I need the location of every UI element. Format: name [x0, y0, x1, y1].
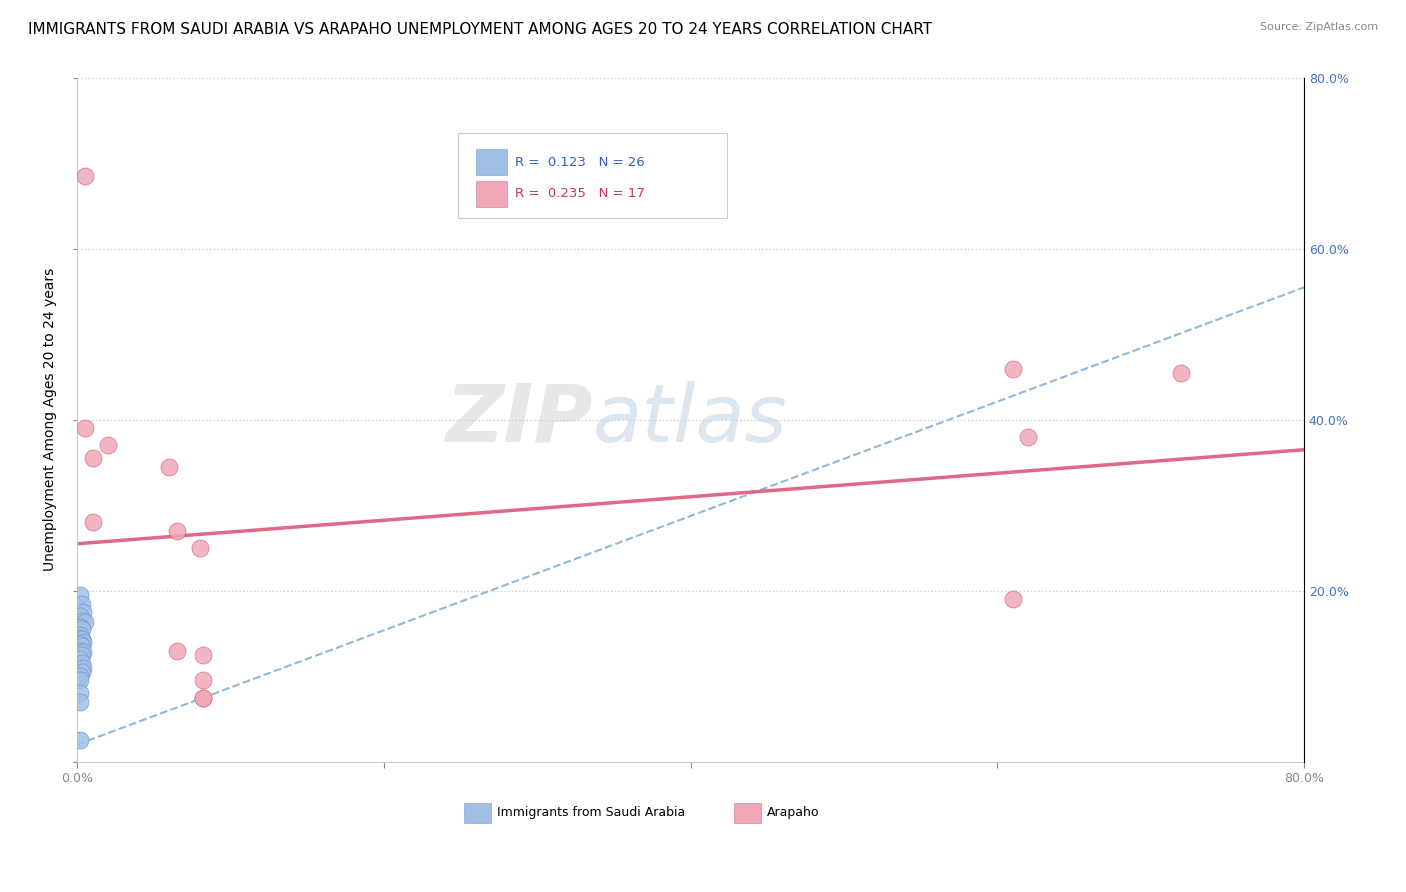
FancyBboxPatch shape	[477, 149, 506, 175]
Point	[69, 588, 91, 602]
Point	[191, 648, 214, 662]
Point	[69, 686, 91, 700]
Text: R =  0.123   N = 26: R = 0.123 N = 26	[515, 155, 645, 169]
Point	[69, 620, 91, 634]
Point	[166, 524, 188, 538]
Point	[1001, 592, 1024, 607]
Point	[191, 690, 214, 705]
FancyBboxPatch shape	[464, 803, 491, 823]
Point	[1170, 366, 1192, 380]
Point	[1017, 430, 1039, 444]
Point	[69, 637, 91, 651]
Y-axis label: Unemployment Among Ages 20 to 24 years: Unemployment Among Ages 20 to 24 years	[44, 268, 58, 572]
Point	[191, 690, 214, 705]
Point	[72, 645, 94, 659]
Text: IMMIGRANTS FROM SAUDI ARABIA VS ARAPAHO UNEMPLOYMENT AMONG AGES 20 TO 24 YEARS C: IMMIGRANTS FROM SAUDI ARABIA VS ARAPAHO …	[28, 22, 932, 37]
Text: Immigrants from Saudi Arabia: Immigrants from Saudi Arabia	[496, 806, 685, 820]
Point	[70, 632, 93, 647]
Text: Source: ZipAtlas.com: Source: ZipAtlas.com	[1260, 22, 1378, 32]
Point	[72, 635, 94, 649]
Point	[82, 451, 104, 466]
Point	[188, 541, 211, 555]
Text: Arapaho: Arapaho	[766, 806, 820, 820]
Point	[69, 733, 91, 747]
Point	[97, 438, 120, 452]
FancyBboxPatch shape	[734, 803, 761, 823]
Point	[1001, 361, 1024, 376]
Point	[70, 597, 93, 611]
Point	[69, 695, 91, 709]
Point	[70, 640, 93, 654]
Point	[70, 648, 93, 662]
Point	[69, 643, 91, 657]
Point	[69, 652, 91, 666]
Text: atlas: atlas	[592, 381, 787, 458]
Point	[73, 615, 96, 630]
Point	[73, 169, 96, 184]
Point	[70, 657, 93, 671]
Point	[69, 609, 91, 624]
Point	[72, 605, 94, 619]
Point	[70, 614, 93, 628]
Point	[69, 673, 91, 688]
FancyBboxPatch shape	[457, 133, 727, 219]
Point	[191, 673, 214, 688]
Text: ZIP: ZIP	[446, 381, 592, 458]
Point	[69, 669, 91, 683]
FancyBboxPatch shape	[477, 180, 506, 207]
Point	[69, 628, 91, 642]
Point	[67, 631, 90, 645]
Point	[72, 660, 94, 674]
Point	[70, 622, 93, 636]
Point	[82, 516, 104, 530]
Point	[166, 643, 188, 657]
Text: R =  0.235   N = 17: R = 0.235 N = 17	[515, 187, 645, 200]
Point	[70, 665, 93, 679]
Point	[157, 459, 180, 474]
Point	[73, 421, 96, 435]
